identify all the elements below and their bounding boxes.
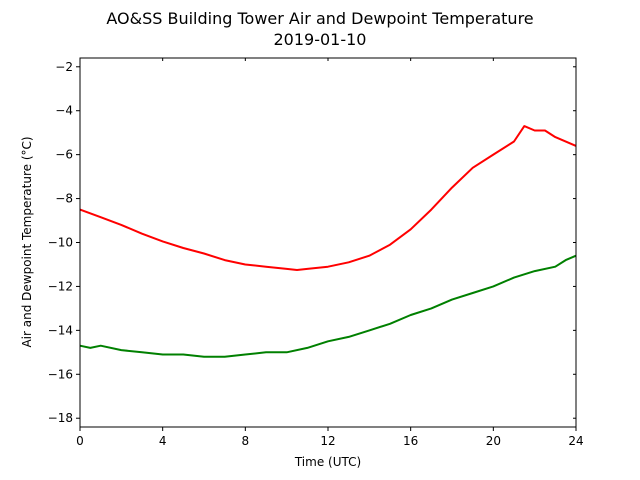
y-axis: −18 −16 −14 −12 −10 −8 −6 −4 −2 xyxy=(48,60,576,425)
series-line-1 xyxy=(79,125,577,271)
y-tick-label: −18 xyxy=(48,411,73,425)
x-tick-label: 20 xyxy=(486,434,501,448)
x-axis-label: Time (UTC) xyxy=(294,455,361,469)
chart-title: AO&SS Building Tower Air and Dewpoint Te… xyxy=(106,9,533,28)
y-axis-label: Air and Dewpoint Temperature (°C) xyxy=(20,136,34,347)
x-tick-label: 4 xyxy=(159,434,167,448)
y-tick-label: −12 xyxy=(48,279,73,293)
y-tick-label: −2 xyxy=(55,60,73,74)
y-tick-label: −6 xyxy=(55,148,73,162)
chart-subtitle: 2019-01-10 xyxy=(274,30,367,49)
y-tick-label: −16 xyxy=(48,367,73,381)
x-tick-label: 0 xyxy=(76,434,84,448)
x-tick-label: 24 xyxy=(568,434,583,448)
x-axis: 0 4 8 12 16 20 24 xyxy=(76,58,584,448)
x-tick-label: 16 xyxy=(403,434,418,448)
y-tick-label: −10 xyxy=(48,236,73,250)
y-tick-label: −4 xyxy=(55,104,73,118)
plot-lines xyxy=(79,125,577,358)
series-line-2 xyxy=(79,254,577,358)
y-tick-label: −14 xyxy=(48,323,73,337)
y-tick-label: −8 xyxy=(55,192,73,206)
x-tick-label: 8 xyxy=(242,434,250,448)
x-tick-label: 12 xyxy=(320,434,335,448)
plot-frame xyxy=(79,57,577,428)
